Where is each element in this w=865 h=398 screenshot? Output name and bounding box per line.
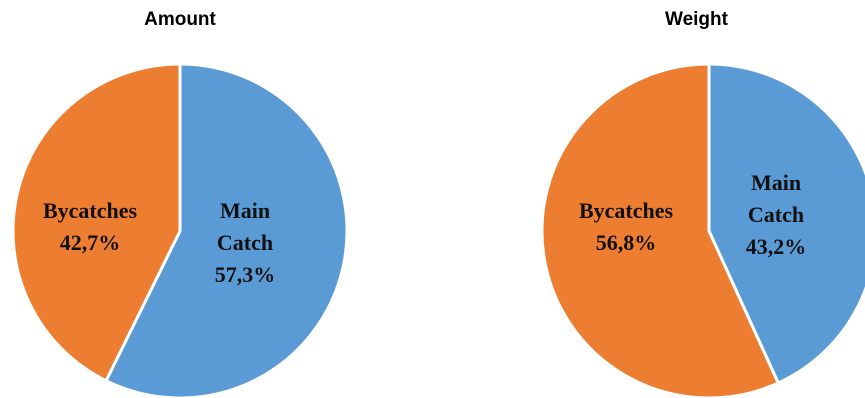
slice-label-bycatches: Bycatches 56,8% (579, 198, 674, 255)
slice-label-main-catch: Main Catch 43,2% (746, 170, 807, 259)
pie-slice-bycatches (540, 62, 780, 398)
amount-pie: Main Catch 57,3% Bycatches 42,7% (11, 62, 349, 398)
amount-chart: Amount Main Catch 57,3% Bycatches 42,7% (0, 0, 360, 398)
pie-slice-bycatches (11, 62, 182, 383)
weight-pie: Main Catch 43,2% Bycatches 56,8% (540, 62, 865, 398)
slice-label-main-catch: Main Catch 57,3% (215, 198, 276, 287)
weight-chart: Weight Main Catch 43,2% Bycatches 56,8% (528, 0, 865, 398)
chart-title: Amount (144, 9, 216, 30)
chart-title: Weight (665, 9, 728, 30)
slice-label-bycatches: Bycatches 42,7% (43, 198, 138, 255)
pie-slice-main-catch (707, 62, 865, 385)
